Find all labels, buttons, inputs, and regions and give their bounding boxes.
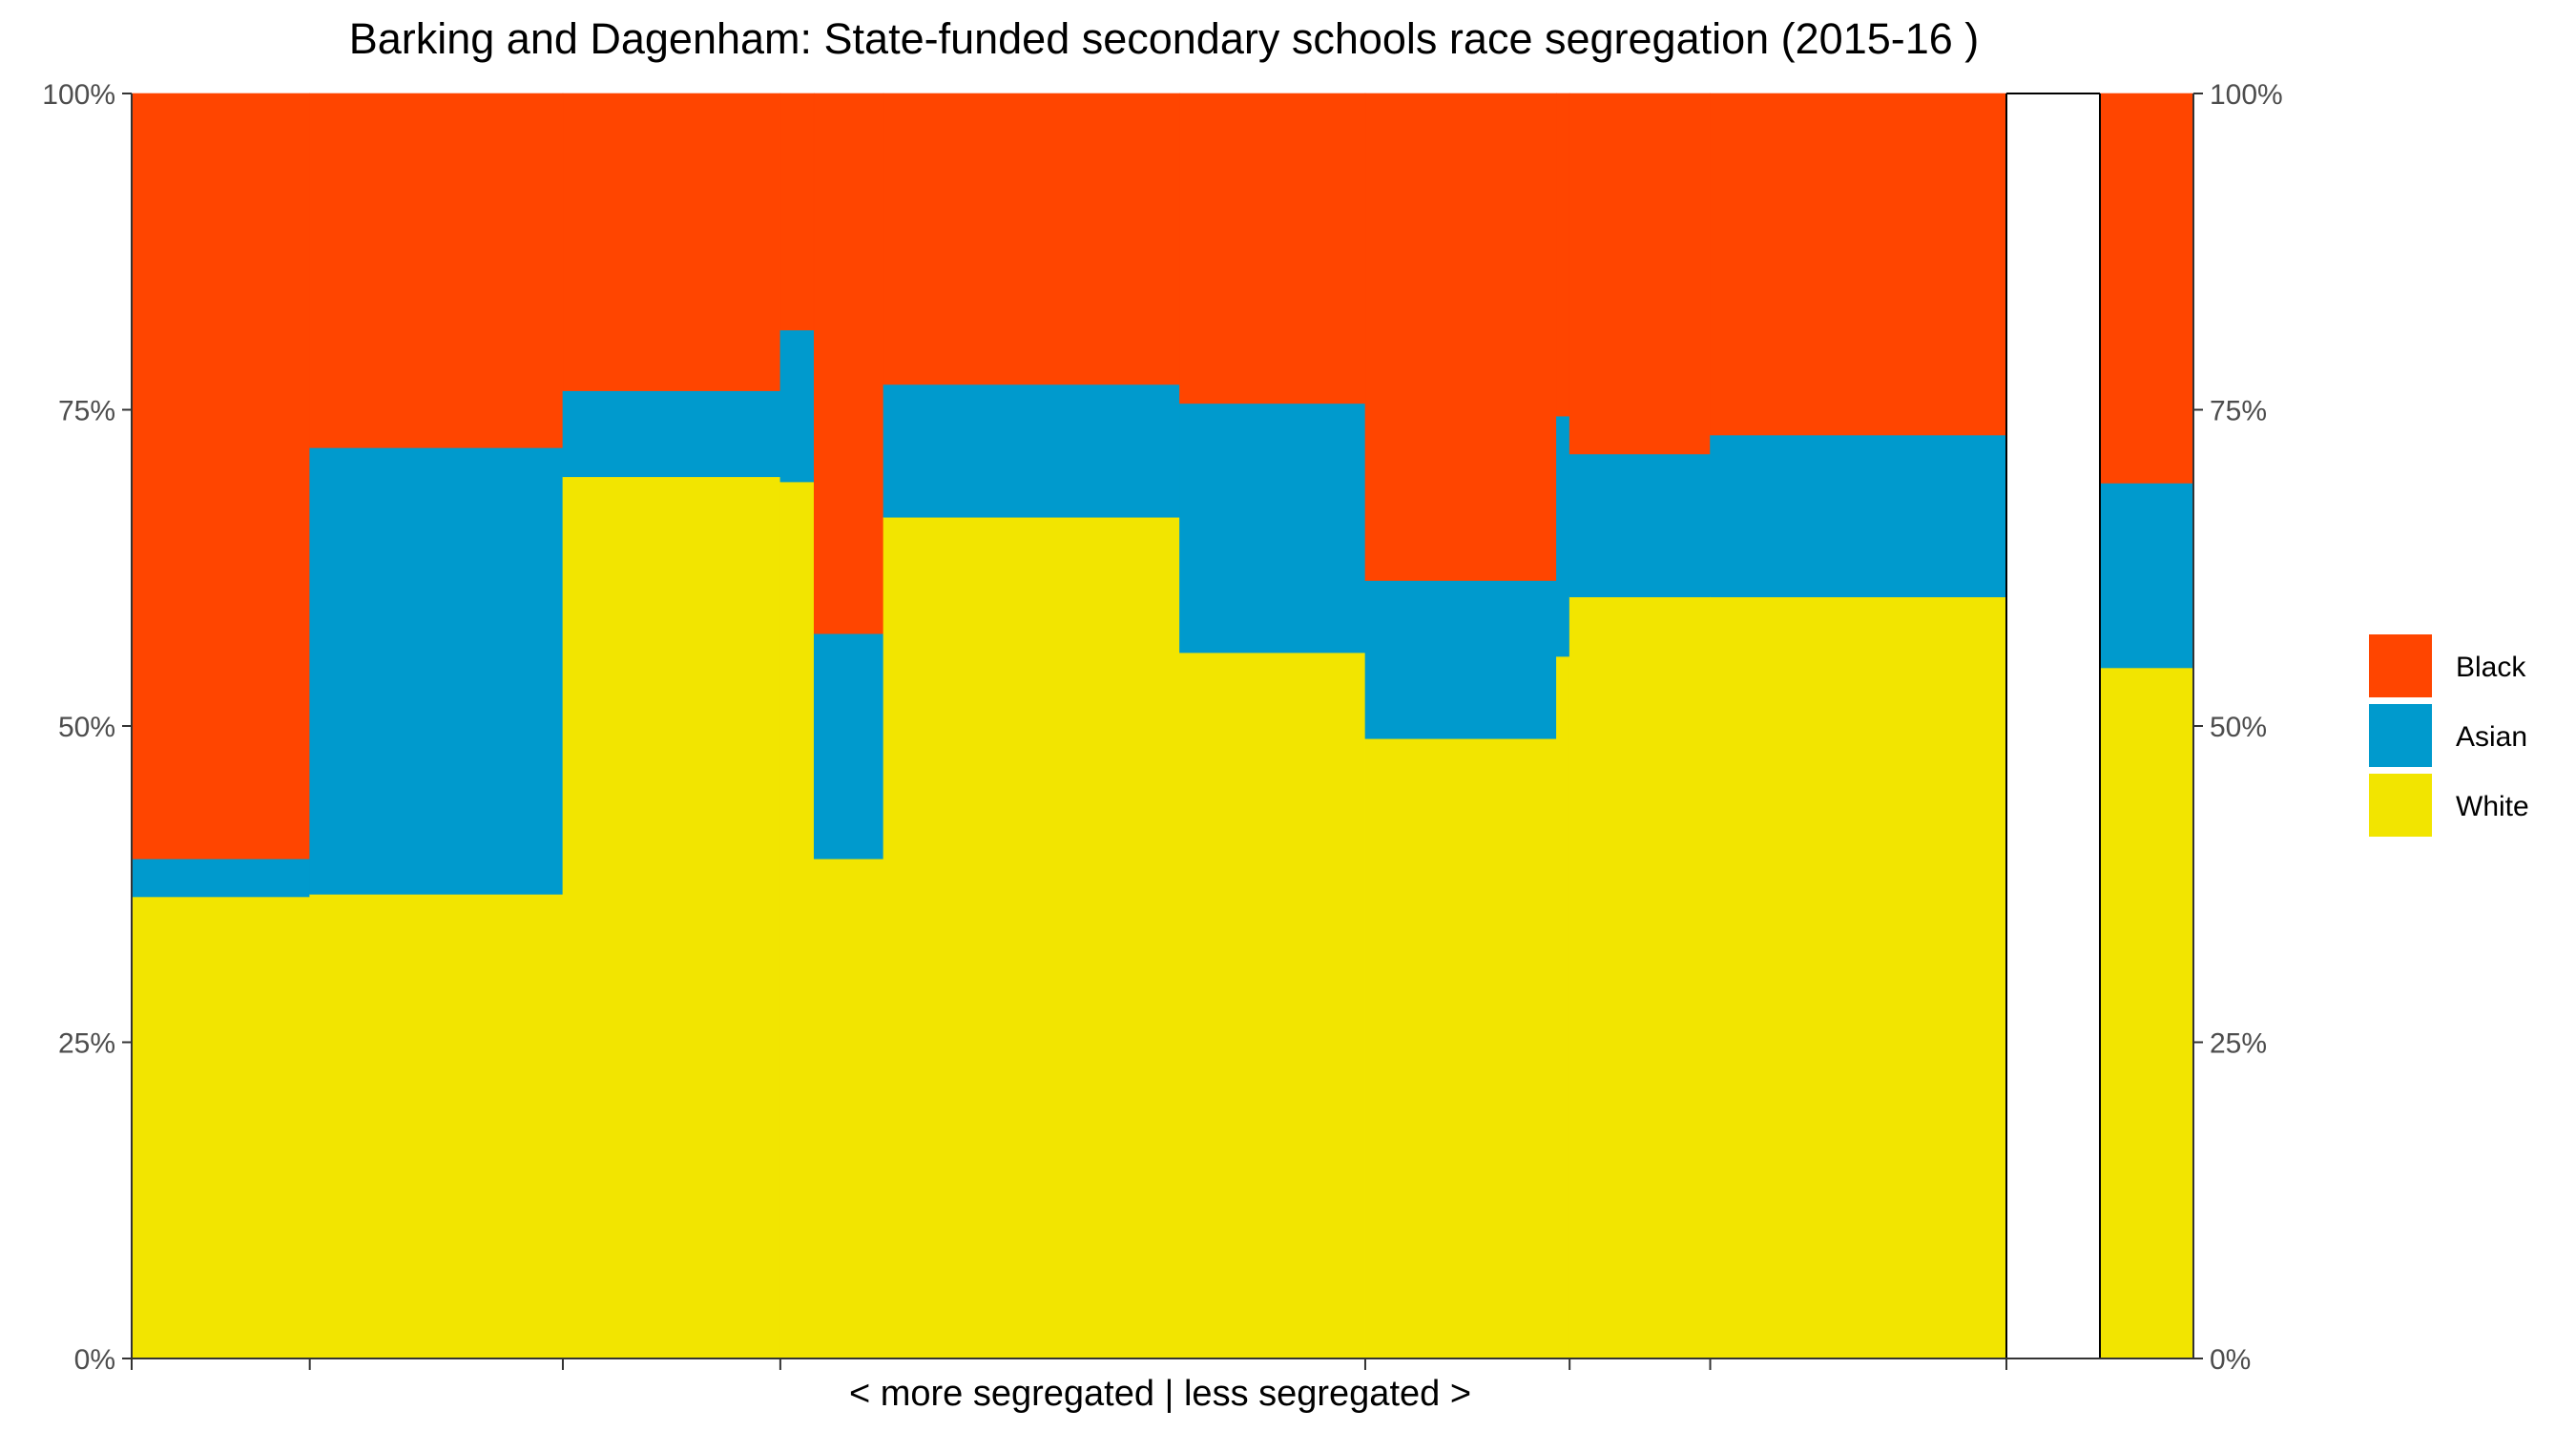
segment-black-school-11 xyxy=(1710,93,2007,436)
legend-key-white xyxy=(2369,774,2432,837)
legend-key-asian xyxy=(2369,704,2432,767)
segment-black-school-1 xyxy=(131,93,310,860)
segment-white-school-10 xyxy=(1568,596,1711,1359)
chart-title: Barking and Dagenham: State-funded secon… xyxy=(349,14,1980,63)
y-tick-label-right: 0% xyxy=(2210,1344,2251,1376)
y-tick-label-right: 100% xyxy=(2210,79,2283,111)
segment-black-school-7 xyxy=(1179,93,1366,404)
legend-label-black: Black xyxy=(2456,652,2526,683)
segment-white-school-7 xyxy=(1179,652,1366,1359)
legend-label-asian: Asian xyxy=(2456,721,2527,753)
segment-asian-school-2 xyxy=(309,446,564,895)
segment-white-school-11 xyxy=(1710,596,2007,1359)
segment-asian-school-1 xyxy=(131,858,310,898)
segment-asian-school-8 xyxy=(1364,580,1557,739)
x-axis-label: < more segregated | less segregated > xyxy=(849,1374,1471,1414)
segment-white-school-2 xyxy=(309,894,564,1359)
segment-asian-school-6 xyxy=(883,384,1180,518)
y-tick-label-right: 50% xyxy=(2210,712,2267,743)
segment-asian-school-10 xyxy=(1568,453,1711,598)
segment-asian-school-7 xyxy=(1179,403,1366,653)
segment-white-school-5 xyxy=(813,858,884,1359)
segment-black-school-8 xyxy=(1364,93,1557,581)
segment-asian-school-11 xyxy=(1710,434,2007,598)
y-tick-label-left: 50% xyxy=(58,712,115,743)
y-tick-label-left: 75% xyxy=(58,396,115,427)
segment-black-school-3 xyxy=(562,93,781,391)
segment-black-total xyxy=(2099,93,2194,484)
segment-white-school-6 xyxy=(883,516,1180,1359)
segment-asian-school-9 xyxy=(1556,415,1570,657)
y-tick-label-right: 25% xyxy=(2210,1028,2267,1060)
segment-white-total xyxy=(2099,667,2194,1359)
y-tick-label-left: 25% xyxy=(58,1028,115,1060)
legend-key-black xyxy=(2369,634,2432,697)
legend: Black Asian White xyxy=(2369,634,2529,837)
segment-asian-school-4 xyxy=(779,329,815,483)
y-tick-label-left: 100% xyxy=(42,79,115,111)
segment-white-school-8 xyxy=(1364,737,1557,1359)
segment-white-school-3 xyxy=(562,476,781,1359)
plot-area: 0% 0% 25% 25% 50% 50% 75% 75% 100% 100% xyxy=(42,79,2282,1376)
segment-white-school-4 xyxy=(779,481,815,1359)
segment-asian-total xyxy=(2099,483,2194,669)
y-tick-label-right: 75% xyxy=(2210,396,2267,427)
segment-asian-school-3 xyxy=(562,390,781,478)
segment-black-school-4 xyxy=(779,93,815,331)
segment-black-school-9 xyxy=(1556,93,1570,417)
segment-black-school-6 xyxy=(883,93,1180,385)
segment-black-school-10 xyxy=(1568,93,1711,455)
segment-asian-school-5 xyxy=(813,633,884,860)
segment-black-school-5 xyxy=(813,93,884,634)
segment-white-school-1 xyxy=(131,896,310,1359)
y-tick-label-left: 0% xyxy=(74,1344,115,1376)
legend-label-white: White xyxy=(2456,791,2529,822)
segment-black-school-2 xyxy=(309,93,564,448)
segment-white-school-9 xyxy=(1556,655,1570,1359)
